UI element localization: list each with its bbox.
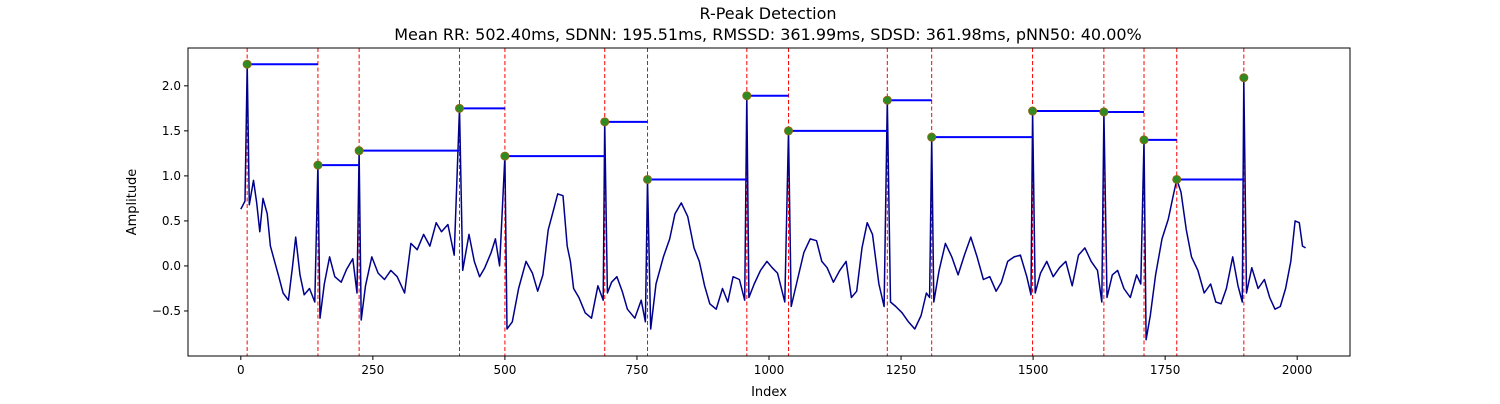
x-tick-label-6: 1500 xyxy=(1018,363,1049,377)
signal-group xyxy=(240,63,1306,341)
y-tick-label-3: 1.0 xyxy=(162,169,181,183)
x-tick-label-5: 1250 xyxy=(886,363,917,377)
x-tick-label-2: 500 xyxy=(493,363,516,377)
y-tick-label-4: 1.5 xyxy=(162,124,181,138)
x-axis: 0 250 500 750 1000 1250 1500 1750 2000 xyxy=(237,356,1312,377)
x-tick-label-7: 1750 xyxy=(1150,363,1181,377)
peak-marker-0 xyxy=(242,59,252,69)
plot-area xyxy=(188,48,1350,356)
ecg-signal-line xyxy=(240,63,1306,341)
peak-marker-9 xyxy=(882,95,892,105)
peak-marker-14 xyxy=(1172,174,1182,184)
rr-intervals-group xyxy=(247,63,1244,181)
peak-marker-6 xyxy=(643,174,653,184)
peak-marker-15 xyxy=(1239,73,1249,83)
peak-marker-8 xyxy=(784,126,794,136)
peak-marker-7 xyxy=(742,91,752,101)
peak-lines-group xyxy=(246,48,1245,356)
x-tick-label-0: 0 xyxy=(237,363,245,377)
y-tick-label-5: 2.0 xyxy=(162,79,181,93)
y-tick-label-1: 0.0 xyxy=(162,259,181,273)
chart-title: R-Peak Detection xyxy=(699,4,836,23)
peak-marker-2 xyxy=(354,146,364,156)
x-tick-label-8: 2000 xyxy=(1282,363,1313,377)
x-tick-label-3: 750 xyxy=(626,363,649,377)
chart-subtitle: Mean RR: 502.40ms, SDNN: 195.51ms, RMSSD… xyxy=(394,25,1142,44)
peak-marker-10 xyxy=(927,132,937,142)
peak-marker-13 xyxy=(1139,135,1149,145)
y-tick-label-2: 0.5 xyxy=(162,214,181,228)
y-axis: −0.5 0.0 0.5 1.0 1.5 2.0 xyxy=(152,79,188,318)
peak-marker-3 xyxy=(454,103,464,113)
peak-markers-group xyxy=(242,59,1249,184)
x-axis-label: Index xyxy=(751,385,787,400)
peak-marker-11 xyxy=(1028,106,1038,116)
x-tick-label-1: 250 xyxy=(361,363,384,377)
peak-marker-1 xyxy=(313,160,323,170)
x-tick-label-4: 1000 xyxy=(754,363,785,377)
y-tick-label-0: −0.5 xyxy=(152,304,181,318)
peak-marker-12 xyxy=(1099,107,1109,117)
peak-marker-4 xyxy=(500,151,510,161)
peak-marker-5 xyxy=(600,117,610,127)
y-axis-label: Amplitude xyxy=(125,169,140,236)
